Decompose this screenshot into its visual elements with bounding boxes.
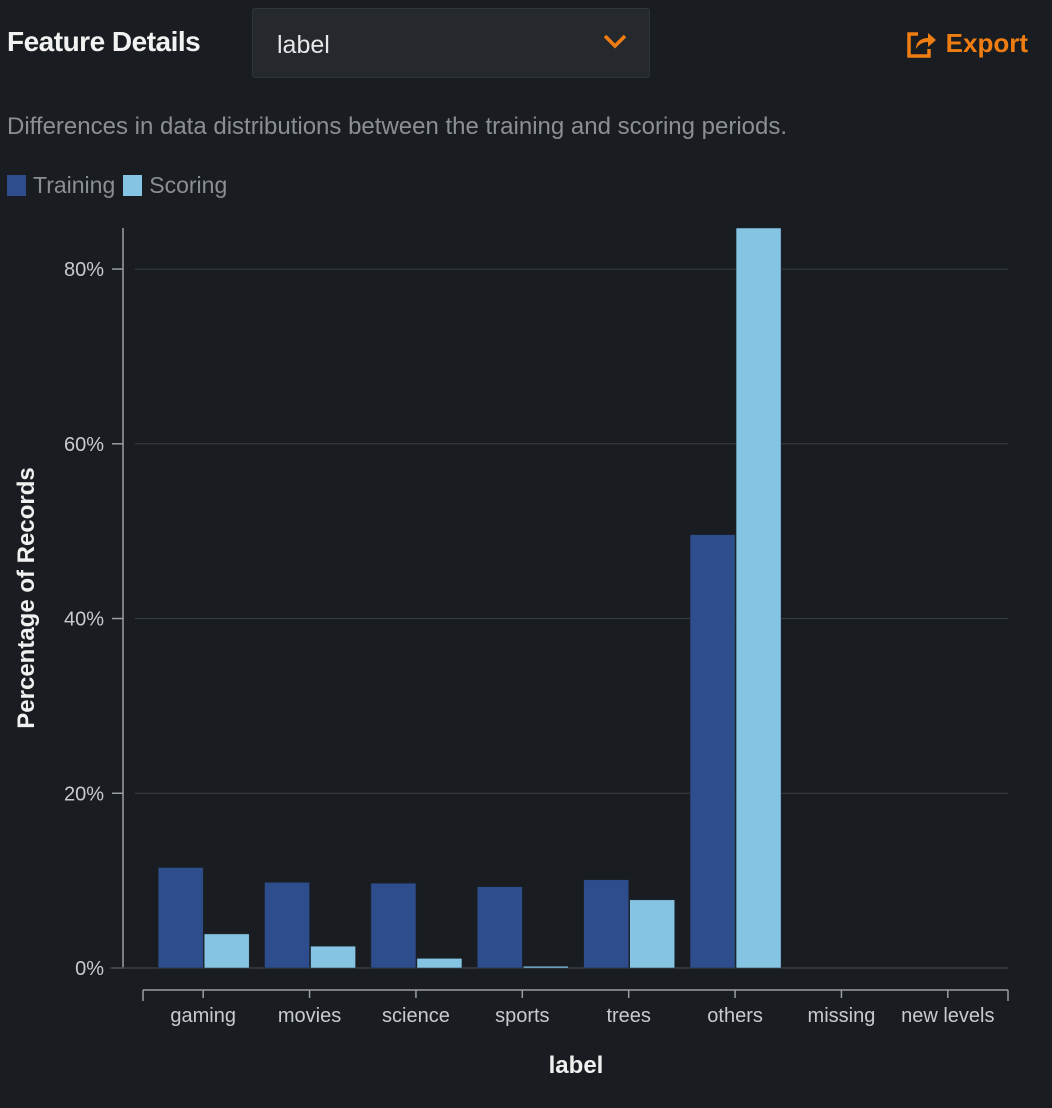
bar-training-sports (477, 886, 523, 969)
bar-training-gaming (157, 867, 204, 969)
x-tick-label: movies (278, 1005, 341, 1027)
x-tick-label: gaming (170, 1005, 236, 1027)
legend-label: Scoring (149, 172, 228, 198)
page-title: Feature Details (7, 26, 201, 57)
x-tick-label: sports (495, 1005, 549, 1027)
legend-label: Training (33, 172, 116, 198)
legend: Training Scoring (7, 172, 235, 199)
y-tick-label: 20% (64, 783, 104, 805)
export-label: Export (945, 28, 1028, 58)
x-tick-label: new levels (901, 1005, 994, 1027)
y-tick-label: 0% (75, 958, 104, 980)
x-tick-label: others (707, 1005, 763, 1027)
bar-scoring-science (416, 958, 463, 969)
y-tick-label: 40% (64, 609, 104, 631)
bar-scoring-sports (523, 966, 569, 969)
legend-swatch-scoring (123, 175, 143, 196)
chevron-down-icon (603, 34, 627, 49)
legend-item-scoring: Scoring (123, 172, 227, 199)
export-button[interactable]: Export (906, 28, 1028, 59)
bar-training-science (370, 883, 417, 969)
bar-training-trees (583, 879, 629, 969)
y-axis-title: Percentage of Records (13, 467, 40, 728)
y-tick-label: 60% (64, 434, 104, 456)
bar-scoring-others (735, 227, 782, 969)
bar-training-others (689, 534, 736, 969)
x-tick-label: science (382, 1005, 450, 1027)
feature-select-value: label (277, 31, 330, 59)
x-tick-label: missing (808, 1005, 876, 1027)
legend-item-training: Training (7, 172, 115, 199)
x-tick-label: trees (606, 1005, 650, 1027)
bar-scoring-trees (629, 899, 675, 969)
description: Differences in data distributions betwee… (7, 113, 788, 140)
bar-scoring-gaming (203, 933, 250, 969)
export-icon (906, 31, 936, 58)
bar-training-movies (264, 882, 310, 969)
feature-select[interactable]: label (252, 8, 650, 78)
y-tick-label: 80% (64, 259, 104, 281)
x-axis-title: label (549, 1052, 604, 1079)
bar-scoring-movies (310, 945, 356, 969)
legend-swatch-training (7, 175, 26, 196)
